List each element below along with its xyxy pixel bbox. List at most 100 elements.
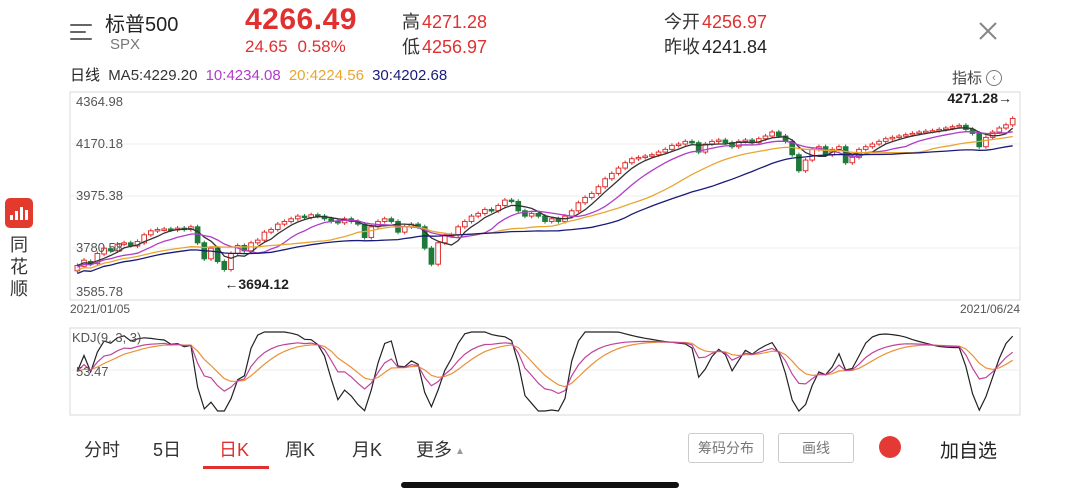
- y-tick-label: 3975.38: [76, 188, 123, 203]
- ma30-line: [77, 145, 1013, 275]
- candle-up: [548, 218, 555, 222]
- candle-up: [869, 143, 876, 148]
- candle-down: [796, 154, 802, 172]
- high-row: 高 4271.28: [402, 8, 487, 34]
- indicator-button[interactable]: 指标 ‹: [952, 67, 1003, 88]
- app-name[interactable]: 同花顺: [10, 235, 28, 299]
- draw-line-button[interactable]: 画线: [778, 433, 854, 463]
- ma20-line: [77, 135, 1013, 271]
- candle-up: [862, 146, 869, 150]
- kdj-title: KDJ(9, 3, 3): [72, 330, 141, 345]
- period-label: 日线: [70, 67, 101, 84]
- candle-up: [461, 220, 468, 228]
- candle-up: [254, 239, 261, 244]
- tab-more[interactable]: 更多 ▲: [416, 436, 465, 462]
- candle-up: [228, 252, 234, 271]
- candle-up: [608, 172, 615, 180]
- tonghuashun-logo[interactable]: [5, 198, 33, 228]
- prev-close-row: 昨收 4241.84: [664, 33, 767, 59]
- tab-intraday[interactable]: 分时: [84, 440, 120, 460]
- ma20-value: 20:4224.56: [288, 67, 364, 84]
- candle-up: [669, 144, 675, 150]
- change-value: 24.65: [245, 37, 288, 56]
- main-chart-grid: [69, 91, 1021, 301]
- candle-up: [1009, 117, 1016, 126]
- candle-up: [922, 130, 929, 134]
- candle-up: [615, 167, 622, 174]
- max-price-annotation: 4271.28→: [947, 90, 1012, 106]
- candle-up: [983, 136, 989, 148]
- candle-up: [582, 196, 588, 204]
- candle-up: [635, 156, 642, 160]
- candle-up: [735, 140, 742, 148]
- tab-daily-k[interactable]: 日K: [219, 440, 250, 460]
- candle-up: [161, 228, 168, 231]
- candle-up: [762, 135, 769, 140]
- tab-5day[interactable]: 5日: [153, 440, 182, 460]
- candle-up: [455, 226, 461, 236]
- close-icon[interactable]: [975, 18, 1001, 44]
- candle-up: [274, 223, 281, 230]
- ma-legend: 日线 MA5:4229.20 10:4234.08 20:4224.56 30:…: [70, 64, 451, 85]
- candle-down: [421, 226, 428, 249]
- candle-up: [802, 159, 809, 172]
- candle-up: [1003, 124, 1009, 129]
- candle-up: [682, 140, 689, 145]
- ma5-line: [77, 127, 1014, 267]
- candle-up: [288, 218, 294, 222]
- candle-down: [555, 218, 562, 222]
- record-dot-icon[interactable]: [879, 436, 901, 458]
- candle-down: [508, 199, 515, 203]
- kdj-labels: KDJ(9, 3, 3) 53.47: [72, 330, 141, 379]
- chip-distribution-button[interactable]: 筹码分布: [688, 433, 764, 463]
- candle-up: [368, 226, 375, 238]
- candle-up: [575, 202, 582, 212]
- tab-weekly-k[interactable]: 周K: [285, 440, 316, 460]
- candle-down: [695, 142, 702, 153]
- candle-up: [281, 220, 288, 225]
- y-tick-label: 4364.98: [76, 94, 123, 109]
- candle-up: [468, 215, 475, 222]
- candle-up: [435, 242, 441, 265]
- stock-code: SPX: [110, 36, 141, 53]
- prev-close-label: 昨收: [664, 37, 700, 57]
- candle-up: [154, 228, 161, 232]
- candle-up: [568, 210, 575, 217]
- candle-up: [381, 218, 388, 222]
- candle-down: [542, 215, 548, 222]
- add-favorite-button[interactable]: 加自选: [940, 441, 998, 462]
- candle-up: [849, 156, 856, 164]
- candle-up: [141, 234, 147, 244]
- prev-close-value: 4241.84: [702, 37, 768, 57]
- candle-up: [702, 143, 709, 153]
- kdj-tick: 53.47: [76, 364, 109, 379]
- ma30-value: 30:4202.68: [372, 67, 448, 84]
- candle-up: [909, 132, 916, 136]
- kdj-grid: [69, 327, 1021, 416]
- tab-more-label: 更多: [416, 440, 452, 460]
- candle-up: [482, 208, 488, 214]
- low-row: 低 4256.97: [402, 33, 487, 59]
- candle-up: [121, 242, 127, 245]
- indicator-label: 指标: [952, 70, 983, 87]
- candle-up: [208, 247, 214, 260]
- candle-up: [502, 199, 508, 206]
- candle-up: [896, 135, 902, 139]
- tab-monthly-k[interactable]: 月K: [352, 440, 383, 460]
- candle-up: [294, 215, 301, 220]
- kdj-frame: [69, 327, 1021, 416]
- caret-up-icon: ▲: [455, 445, 465, 457]
- candle-up: [769, 131, 775, 137]
- min-price-annotation: ←3694.12: [224, 276, 289, 292]
- open-row: 今开 4256.97: [664, 8, 767, 34]
- y-tick-label: 3585.78: [76, 284, 123, 299]
- chart-canvas[interactable]: 4364.98 4170.18 3975.38 3780.58 3585.78 2021/…: [0, 0, 1080, 430]
- stock-name: 标普500: [105, 14, 179, 36]
- open-label: 今开: [664, 12, 700, 32]
- moving-average-lines: [77, 127, 1014, 275]
- y-tick-label: 3780.58: [76, 240, 123, 255]
- home-indicator[interactable]: [401, 482, 679, 488]
- candle-up: [642, 155, 649, 159]
- menu-icon[interactable]: [70, 20, 94, 44]
- candle-down: [689, 140, 695, 144]
